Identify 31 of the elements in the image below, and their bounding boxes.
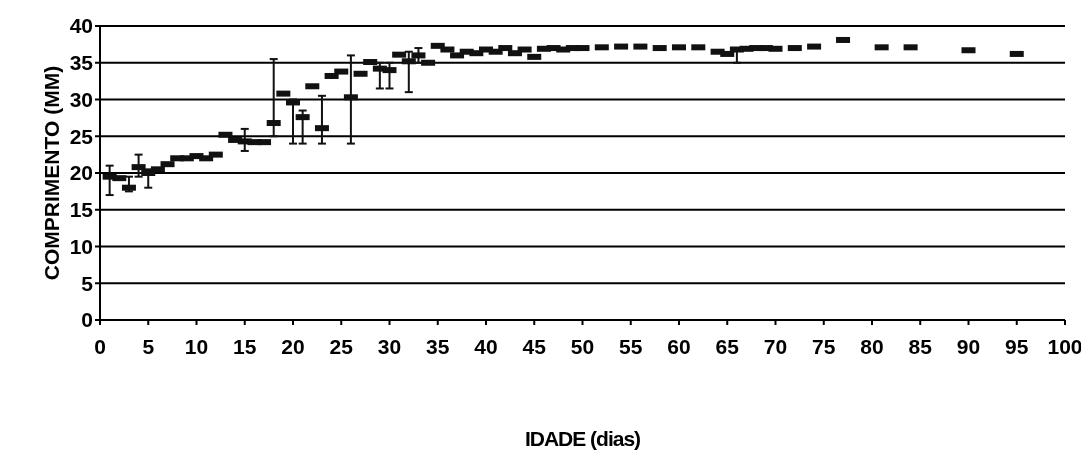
x-tick-label: 20 bbox=[281, 334, 305, 358]
y-tick-label: 15 bbox=[69, 198, 94, 222]
x-tick-label: 50 bbox=[570, 334, 595, 358]
y-tick-label: 5 bbox=[81, 271, 94, 295]
y-tick-label: 25 bbox=[69, 124, 94, 148]
x-tick-label: 5 bbox=[142, 334, 155, 358]
y-axis-title: COMPRIMENTO (MM) bbox=[40, 65, 64, 281]
x-tick-label: 30 bbox=[377, 334, 402, 358]
x-tick-label: 70 bbox=[763, 334, 788, 358]
x-tick-label: 40 bbox=[474, 334, 498, 358]
y-tick-label: 0 bbox=[81, 308, 93, 332]
y-tick-label: 35 bbox=[69, 51, 94, 75]
x-axis-title: IDADE (dias) bbox=[524, 427, 641, 450]
x-tick-label: 75 bbox=[812, 334, 836, 358]
x-tick-label: 45 bbox=[522, 334, 547, 358]
x-tick-label: 55 bbox=[619, 334, 643, 358]
x-tick-label: 90 bbox=[956, 334, 981, 358]
y-tick-label: 40 bbox=[69, 14, 93, 38]
x-tick-label: 95 bbox=[1005, 334, 1029, 358]
x-tick-label: 65 bbox=[715, 334, 740, 358]
y-tick-label: 30 bbox=[69, 87, 93, 111]
y-tick-label: 20 bbox=[69, 161, 93, 185]
x-tick-label: 25 bbox=[329, 334, 354, 358]
x-tick-label: 100 bbox=[1047, 334, 1083, 358]
x-tick-label: 15 bbox=[233, 334, 257, 358]
x-tick-label: 85 bbox=[908, 334, 933, 358]
x-tick-label: 10 bbox=[184, 334, 209, 358]
x-tick-label: 35 bbox=[426, 334, 450, 358]
y-tick-label: 10 bbox=[69, 234, 93, 258]
x-tick-label: 60 bbox=[667, 334, 691, 358]
x-tick-label: 80 bbox=[860, 334, 884, 358]
